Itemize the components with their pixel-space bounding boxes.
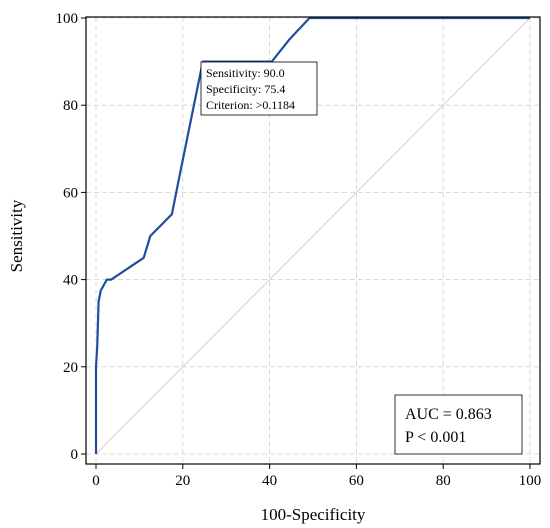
annotation-box — [200, 61, 318, 116]
x-tick-label: 0 — [92, 473, 100, 489]
y-tick-label: 40 — [63, 273, 78, 289]
criterion-annotation: Sensitivity: 90.0 Specificity: 75.4 Crit… — [200, 61, 318, 116]
plot-frame — [85, 16, 541, 465]
y-tick-label: 100 — [56, 11, 79, 27]
stats-box: AUC = 0.863 P < 0.001 — [394, 394, 523, 455]
p-value: P < 0.001 — [405, 429, 466, 446]
x-tick-label: 100 — [519, 473, 542, 489]
x-axis-title: 100-Specificity — [261, 505, 366, 524]
y-axis-title: Sensitivity — [7, 199, 26, 272]
x-tick-label: 40 — [262, 473, 277, 489]
x-tick-label: 60 — [349, 473, 364, 489]
y-tick-label: 60 — [63, 185, 78, 201]
stats-box-frame — [394, 394, 523, 455]
auc-value: AUC = 0.863 — [405, 406, 492, 423]
annotation-sensitivity: Sensitivity: 90.0 — [206, 66, 285, 80]
x-tick-label: 80 — [436, 473, 451, 489]
roc-curve — [94, 16, 530, 454]
y-tick-label: 80 — [63, 98, 78, 114]
diagonal-reference-line — [95, 17, 531, 455]
annotation-specificity: Specificity: 75.4 — [206, 82, 285, 96]
y-tick-label: 0 — [71, 447, 79, 463]
axis-ticks: 0 20 40 60 80 100 0 20 40 60 80 100 — [56, 11, 542, 489]
y-tick-label: 20 — [63, 360, 78, 376]
annotation-criterion: Criterion: >0.1184 — [206, 98, 295, 112]
x-tick-label: 20 — [175, 473, 190, 489]
